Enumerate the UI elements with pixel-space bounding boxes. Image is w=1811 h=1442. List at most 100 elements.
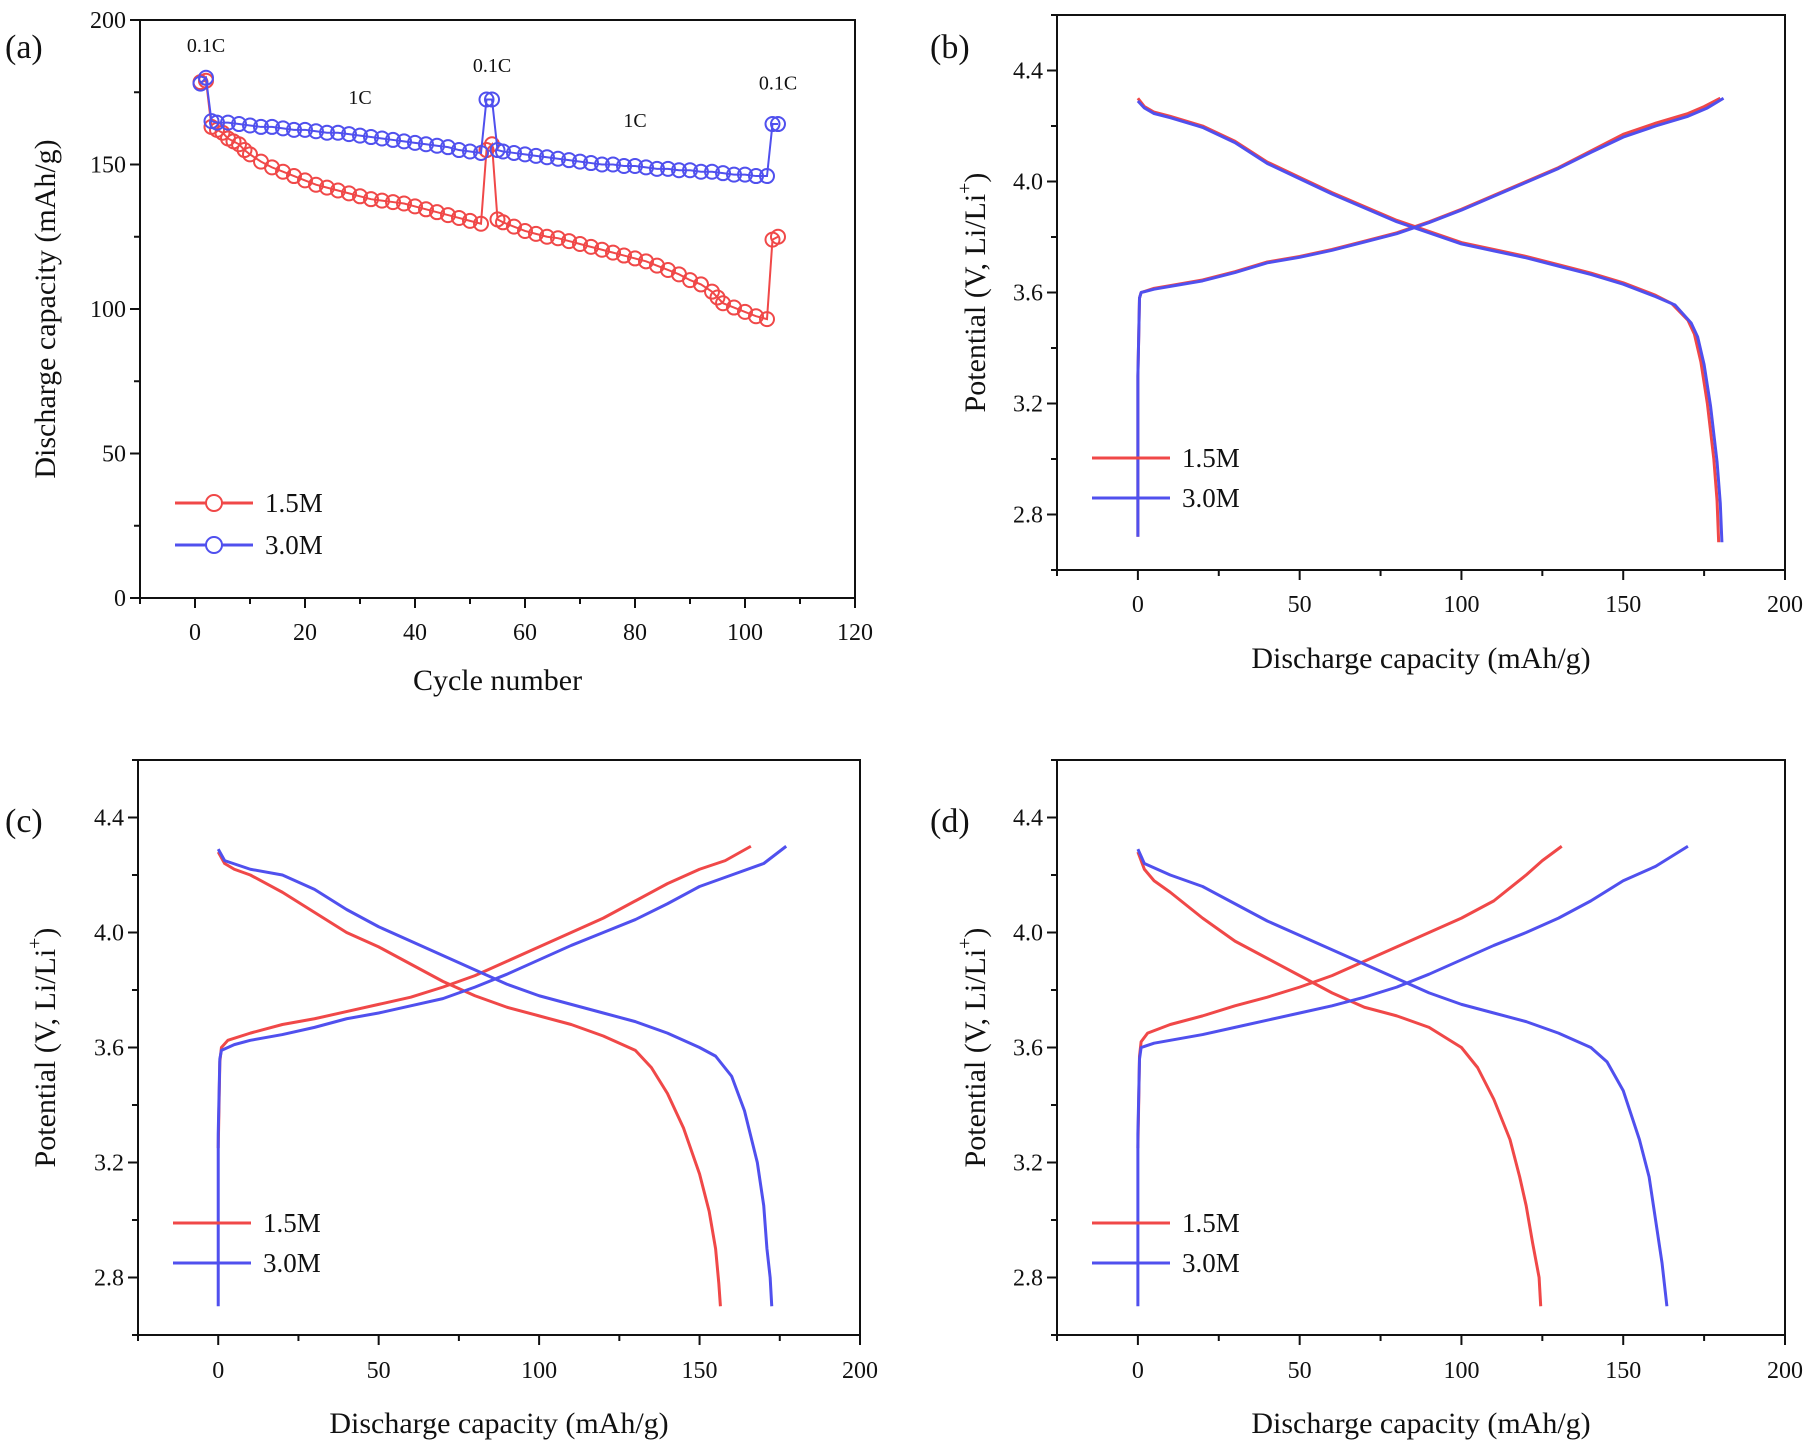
y-tick-label: 150 (90, 153, 126, 179)
data-point-3.0M (594, 156, 610, 173)
x-tick-label: 50 (1288, 592, 1312, 618)
plot-frame (139, 19, 856, 599)
data-point-3.0M (286, 121, 302, 138)
x-tick-label: 80 (623, 620, 647, 646)
discharge-curve-3.0M (1136, 100, 1724, 543)
data-point-1.5M (308, 176, 324, 193)
data-point-3.0M (616, 157, 632, 174)
legend-label: 3.0M (263, 1248, 321, 1278)
data-point-3.0M (192, 75, 209, 92)
data-point-3.0M (759, 168, 775, 185)
y-tick-label: 0 (114, 586, 126, 612)
data-point-1.5M (572, 235, 588, 252)
data-point-1.5M (506, 218, 522, 235)
y-tick-label: 3.2 (1013, 1151, 1043, 1177)
data-point-3.0M (198, 69, 214, 86)
data-point-1.5M (429, 204, 445, 221)
x-tick-label: 0 (189, 620, 201, 646)
y-axis-title: Potential (V, Li/Li+) (24, 928, 62, 1168)
data-point-3.0M (231, 116, 247, 133)
y-axis-title: Potential (V, Li/Li+) (954, 173, 992, 413)
y-tick-label: 2.8 (1013, 503, 1043, 529)
x-tick-label: 100 (1443, 1358, 1479, 1384)
data-point-3.0M (638, 159, 654, 176)
panel-d: 0 50 100 150 200 2.8 3.2 3.6 4.0 4.4 Discharge cap… (930, 759, 1803, 1440)
y-tick-label: 3.2 (1013, 392, 1043, 418)
data-point-1.5M (770, 228, 786, 245)
data-point-3.0M (671, 162, 687, 179)
x-tick-label: 150 (682, 1358, 718, 1384)
x-tick-label: 60 (513, 620, 537, 646)
data-point-3.0M (572, 153, 588, 170)
data-point-1.5M (242, 146, 258, 163)
y-axis-title-superscript: + (24, 938, 46, 949)
panel-label: (a) (5, 29, 43, 66)
y-axis-title-text: Potential (V, Li/Li (959, 949, 992, 1168)
x-tick-label: 20 (293, 620, 317, 646)
data-point-3.0M (220, 114, 236, 131)
data-point-1.5M (638, 253, 654, 270)
y-axis-title-close: ) (959, 173, 992, 183)
y-tick-label: 200 (90, 8, 126, 34)
data-point-1.5M (616, 247, 632, 264)
data-point-1.5M (709, 289, 726, 306)
panel-a: 0 20 40 60 80 100 120 0 50 100 150 200 Cycle number D… (5, 8, 873, 697)
data-point-3.0M (726, 166, 742, 183)
data-point-3.0M (715, 165, 731, 182)
data-point-1.5M (649, 257, 665, 274)
data-point-1.5M (715, 295, 731, 312)
data-point-3.0M (484, 91, 500, 108)
data-point-1.5M (605, 244, 621, 261)
y-tick-label: 4.4 (1013, 59, 1043, 85)
plot-frame (1056, 759, 1786, 1336)
data-point-3.0M (209, 114, 225, 131)
data-point-3.0M (693, 163, 709, 180)
rate-annotation: 0.1C (187, 35, 225, 57)
data-point-1.5M (583, 238, 599, 255)
data-point-3.0M (451, 142, 467, 159)
data-point-3.0M (550, 150, 566, 167)
discharge-curve-3.0M (1136, 848, 1669, 1307)
y-axis-title-text: Potential (V, Li/Li (29, 949, 62, 1168)
data-point-3.0M (396, 133, 412, 150)
panel-c: 0 50 100 150 200 2.8 3.2 3.6 4.0 4.4 Discharge cap… (5, 759, 878, 1440)
y-axis-title: Discharge capacity (mAh/g) (29, 139, 62, 478)
data-point-1.5M (407, 198, 423, 215)
rate-annotation: 1C (348, 87, 371, 109)
data-point-1.5M (363, 191, 379, 208)
data-point-3.0M (341, 126, 357, 143)
data-point-1.5M (539, 228, 555, 245)
x-tick-label: 200 (1767, 592, 1803, 618)
legend-label: 1.5M (263, 1208, 321, 1238)
series-line-1.5M (200, 79, 779, 321)
x-tick-label: 40 (403, 620, 427, 646)
discharge-curve-1.5M (1136, 97, 1721, 543)
legend-marker-3.0M (205, 536, 223, 554)
charge-curve-3.0M (1136, 844, 1689, 1307)
data-point-3.0M (528, 147, 544, 164)
data-point-1.5M (418, 201, 434, 218)
data-point-1.5M (561, 233, 577, 250)
data-point-1.5M (550, 230, 566, 247)
data-point-3.0M (748, 168, 764, 185)
data-point-1.5M (737, 303, 753, 320)
x-tick-label: 150 (1605, 1358, 1641, 1384)
data-point-3.0M (440, 139, 456, 156)
x-tick-label: 0 (212, 1358, 224, 1384)
data-point-1.5M (473, 215, 489, 232)
y-axis-title-superscript: + (954, 938, 976, 949)
data-point-3.0M (253, 118, 269, 135)
data-point-3.0M (649, 160, 665, 177)
data-point-3.0M (418, 136, 434, 153)
data-point-3.0M (462, 143, 478, 160)
data-point-3.0M (764, 116, 781, 133)
data-point-3.0M (363, 129, 379, 146)
x-tick-label: 120 (837, 620, 873, 646)
data-point-1.5M (319, 179, 335, 196)
data-point-3.0M (264, 118, 280, 135)
data-point-3.0M (506, 144, 522, 161)
x-axis-title: Cycle number (413, 664, 582, 697)
plot-frame (1056, 14, 1786, 571)
data-point-3.0M (407, 134, 423, 151)
